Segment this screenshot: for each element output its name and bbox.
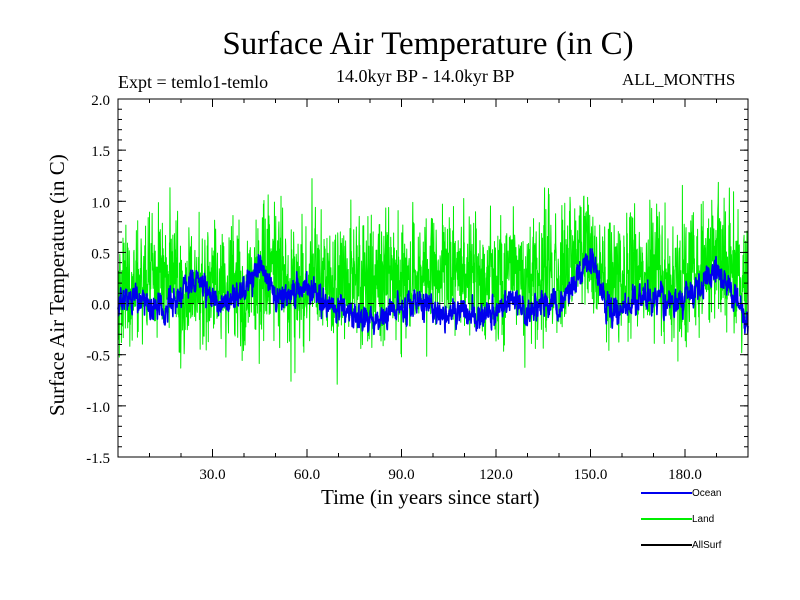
months-label: ALL_MONTHS <box>622 70 736 89</box>
axis-ticks: -1.5 -1.0 -0.5 0.0 0.5 1.0 1.5 2.0 30.0 60.0 90.0 1… <box>86 93 748 483</box>
y-tick-label: 2.0 <box>91 93 110 109</box>
x-axis-title: Time (in years since start) <box>321 485 540 509</box>
legend: Ocean Land AllSurf <box>641 488 722 551</box>
legend-label-land: Land <box>692 514 714 525</box>
legend-label-ocean: Ocean <box>692 488 721 499</box>
x-tick-label: 120.0 <box>479 467 513 483</box>
legend-label-allsurf: AllSurf <box>692 540 722 551</box>
x-tick-label: 60.0 <box>294 467 320 483</box>
y-tick-label: 1.5 <box>91 144 110 160</box>
series-ocean-line <box>117 248 749 336</box>
y-tick-label: -0.5 <box>86 349 110 365</box>
x-tick-label: 90.0 <box>388 467 414 483</box>
y-tick-label: -1.0 <box>86 400 110 416</box>
experiment-label: Expt = temlo1-temlo <box>118 72 269 92</box>
y-tick-label: 1.0 <box>91 195 110 211</box>
series-land-line <box>117 178 749 385</box>
period-label: 14.0kyr BP - 14.0kyr BP <box>336 66 515 86</box>
x-tick-label: 180.0 <box>668 467 702 483</box>
y-tick-label: 0.5 <box>91 246 110 262</box>
x-tick-label: 150.0 <box>574 467 608 483</box>
series-layer <box>117 178 749 385</box>
chart-title: Surface Air Temperature (in C) <box>222 26 634 62</box>
y-tick-label: -1.5 <box>86 451 110 467</box>
x-tick-label: 30.0 <box>199 467 225 483</box>
y-tick-label: 0.0 <box>91 298 110 314</box>
